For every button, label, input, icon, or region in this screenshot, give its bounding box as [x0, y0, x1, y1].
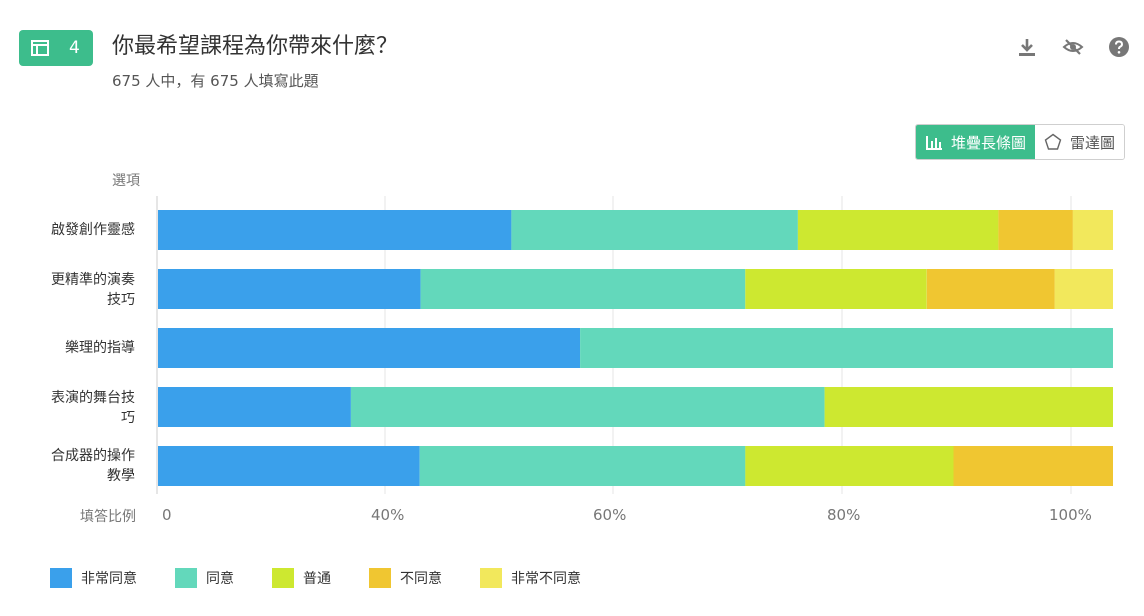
hide-icon[interactable]: [1062, 36, 1084, 58]
bar-segment[interactable]: [580, 328, 1113, 368]
question-number: 4: [69, 38, 80, 58]
legend-label: 同意: [206, 571, 234, 587]
bar-segment[interactable]: [420, 269, 746, 309]
category-label: 合成器的操作 教學: [51, 448, 135, 484]
bar-chart-icon: [926, 136, 942, 150]
x-tick-label: 80%: [827, 506, 861, 524]
bar-segment[interactable]: [158, 387, 351, 427]
y-axis-title: 選項: [112, 173, 140, 189]
x-axis-title: 填答比例: [80, 509, 136, 525]
legend-label: 非常不同意: [511, 571, 581, 587]
download-icon[interactable]: [1016, 36, 1038, 58]
radar-icon: [1044, 133, 1062, 150]
x-tick-label: 100%: [1049, 506, 1092, 524]
category-label: 更精準的演奏 技巧: [51, 272, 135, 308]
category-label: 啟發創作靈感: [51, 222, 135, 238]
bar-segment[interactable]: [745, 269, 927, 309]
stacked-bar-view-button[interactable]: 堆疊長條圖: [916, 125, 1036, 159]
bar-segment[interactable]: [797, 210, 999, 250]
stacked-bar-view-label: 堆疊長條圖: [951, 133, 1027, 152]
bar-segment[interactable]: [350, 387, 825, 427]
question-title: 你最希望課程為你帶來什麼？: [112, 34, 399, 59]
bar-segment[interactable]: [998, 210, 1073, 250]
bar-segment[interactable]: [953, 446, 1114, 486]
category-label: 表演的舞台技巧: [51, 390, 135, 426]
bar-segment[interactable]: [1072, 210, 1113, 250]
chart-legend: 非常同意 同意 普通 不同意 非常不同意: [50, 568, 619, 588]
x-tick-label: 40%: [371, 506, 405, 524]
bar-segment[interactable]: [926, 269, 1055, 309]
chart-view-toggle: 堆疊長條圖 雷達圖: [915, 124, 1126, 160]
legend-swatch: [272, 568, 294, 588]
legend-label: 普通: [303, 571, 331, 587]
legend-item[interactable]: 普通: [272, 568, 331, 588]
legend-item[interactable]: 同意: [175, 568, 234, 588]
response-count: 675 人中，有 675 人填寫此題: [112, 72, 319, 90]
bar-segment[interactable]: [824, 387, 1113, 427]
legend-item[interactable]: 不同意: [369, 568, 442, 588]
legend-swatch: [480, 568, 502, 588]
bar-segment[interactable]: [158, 269, 421, 309]
bar-segment[interactable]: [745, 446, 954, 486]
legend-label: 非常同意: [81, 571, 137, 587]
bar-segment[interactable]: [158, 328, 581, 368]
bar-segment[interactable]: [1054, 269, 1113, 309]
legend-swatch: [369, 568, 391, 588]
legend-swatch: [175, 568, 197, 588]
legend-item[interactable]: 非常不同意: [480, 568, 581, 588]
radar-view-button[interactable]: 雷達圖: [1035, 125, 1125, 159]
legend-swatch: [50, 568, 72, 588]
legend-label: 不同意: [400, 571, 442, 587]
bar-segment[interactable]: [158, 446, 420, 486]
bar-segment[interactable]: [158, 210, 512, 250]
radar-view-label: 雷達圖: [1070, 133, 1116, 152]
bar-segment[interactable]: [511, 210, 798, 250]
help-icon[interactable]: [1108, 36, 1130, 58]
x-tick-label: 60%: [593, 506, 627, 524]
table-icon: [31, 40, 49, 56]
bar-segment[interactable]: [419, 446, 746, 486]
question-number-badge: 4: [19, 30, 93, 66]
x-tick-label: 0: [162, 506, 172, 524]
legend-item[interactable]: 非常同意: [50, 568, 137, 588]
category-label: 樂理的指導: [65, 340, 135, 356]
